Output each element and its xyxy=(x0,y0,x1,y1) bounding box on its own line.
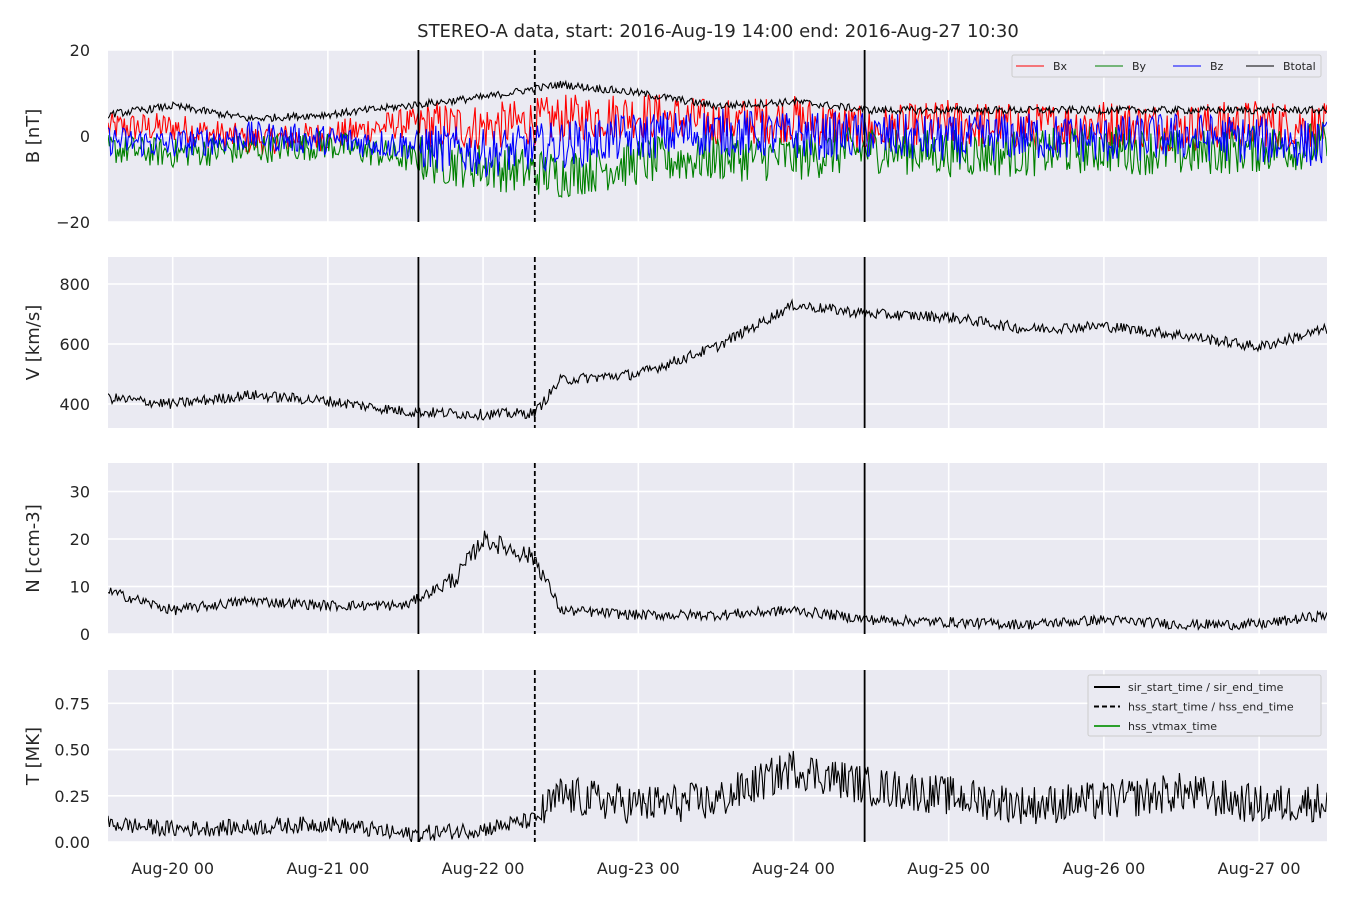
legend-b: Bx By Bz Btotal xyxy=(1011,54,1322,78)
x-tick-label: Aug-25 00 xyxy=(907,859,990,878)
panel-N: 30 20 10 0 N [ccm-3] xyxy=(23,463,1327,644)
panel-background xyxy=(108,463,1327,634)
legend-label: hss_start_time / hss_end_time xyxy=(1128,701,1294,714)
legend-label: sir_start_time / sir_end_time xyxy=(1128,681,1284,694)
x-tick-label: Aug-21 00 xyxy=(286,859,369,878)
panels: 20 0 −20 B [nT] Bx By Bz Btotal 800 600 400 V [km/s… xyxy=(23,41,1327,852)
series-line-Bz xyxy=(108,108,1327,178)
chart-title: STEREO-A data, start: 2016-Aug-19 14:00 … xyxy=(417,21,1019,42)
series-line-N xyxy=(108,530,1327,631)
y-tick-label: 20 xyxy=(70,530,90,549)
panel-background xyxy=(108,257,1327,428)
panel-V: 800 600 400 V [km/s] xyxy=(23,257,1327,428)
legend-label: Bx xyxy=(1053,60,1068,73)
legend-label: Btotal xyxy=(1283,60,1316,73)
series-line-T xyxy=(108,750,1327,842)
series-line-V xyxy=(108,298,1327,421)
legend-label: hss_vtmax_time xyxy=(1128,720,1217,733)
y-tick-label: 0.00 xyxy=(54,833,90,852)
x-tick-label: Aug-24 00 xyxy=(752,859,835,878)
y-tick-label: 0.50 xyxy=(54,741,90,760)
y-tick-label: 600 xyxy=(59,335,90,354)
y-tick-label: 0.25 xyxy=(54,787,90,806)
legend-t: sir_start_time / sir_end_time hss_start_t… xyxy=(1087,674,1322,737)
y-axis-label: B [nT] xyxy=(23,109,44,164)
y-tick-label: 800 xyxy=(59,275,90,294)
series-line-Btotal xyxy=(108,79,1327,123)
y-tick-label: −20 xyxy=(56,213,90,232)
x-tick-label: Aug-26 00 xyxy=(1062,859,1145,878)
y-axis-label: V [km/s] xyxy=(23,305,44,380)
legend-label: By xyxy=(1132,60,1147,73)
y-tick-label: 0 xyxy=(80,625,90,644)
panel-T: 0.75 0.50 0.25 0.00 T [MK] sir_start_time / s… xyxy=(23,670,1327,852)
x-tick-label: Aug-23 00 xyxy=(597,859,680,878)
x-tick-label: Aug-27 00 xyxy=(1218,859,1301,878)
x-tick-label: Aug-20 00 xyxy=(131,859,214,878)
panel-B: 20 0 −20 B [nT] Bx By Bz Btotal xyxy=(23,41,1327,232)
x-tick-label: Aug-22 00 xyxy=(442,859,525,878)
y-tick-label: 10 xyxy=(70,578,90,597)
x-axis-ticks: Aug-20 00 Aug-21 00 Aug-22 00 Aug-23 00 Aug-… xyxy=(131,859,1300,878)
y-axis-label: N [ccm-3] xyxy=(23,504,44,593)
y-tick-label: 0.75 xyxy=(54,694,90,713)
y-tick-label: 400 xyxy=(59,395,90,414)
y-tick-label: 20 xyxy=(70,41,90,60)
legend-frame xyxy=(1087,674,1322,737)
legend-label: Bz xyxy=(1210,60,1224,73)
y-tick-label: 0 xyxy=(80,127,90,146)
y-tick-label: 30 xyxy=(70,483,90,502)
y-axis-label: T [MK] xyxy=(23,727,44,786)
legend-frame xyxy=(1011,54,1322,78)
